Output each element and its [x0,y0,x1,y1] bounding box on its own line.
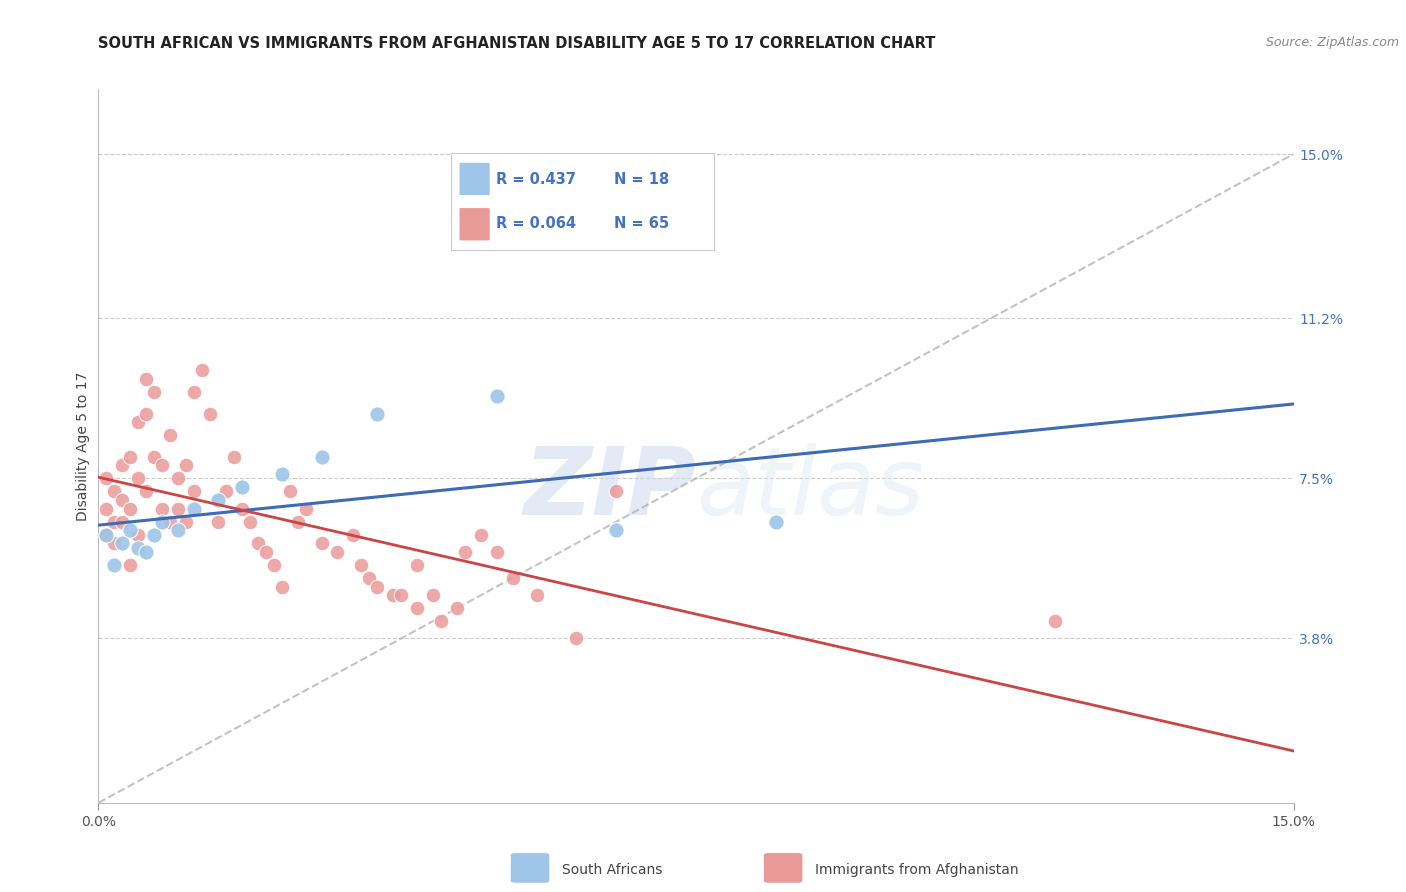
Text: atlas: atlas [696,443,924,534]
Point [198,407,221,421]
Point [526,588,548,602]
Point [143,527,166,541]
Point [183,384,205,399]
Point [111,458,134,473]
Point [127,541,149,555]
Point [263,558,285,572]
Point [502,571,524,585]
Point [135,484,157,499]
Point [311,536,333,550]
Point [96,527,118,541]
Point [143,450,166,464]
Point [96,527,118,541]
Point [350,558,373,572]
Point [454,545,477,559]
Point [174,458,197,473]
Point [366,407,388,421]
Text: Immigrants from Afghanistan: Immigrants from Afghanistan [815,863,1019,877]
Point [167,501,190,516]
Point [103,536,125,550]
Point [120,558,142,572]
Point [382,588,405,602]
Point [270,467,292,482]
FancyBboxPatch shape [458,162,491,196]
Point [239,515,262,529]
Point [150,458,173,473]
Text: R = 0.064: R = 0.064 [496,216,575,231]
Point [246,536,269,550]
Point [167,471,190,485]
Point [183,501,205,516]
Point [270,580,292,594]
Point [159,428,181,442]
Point [406,601,429,615]
Point [103,515,125,529]
Point [565,632,588,646]
Point [120,524,142,538]
Point [120,501,142,516]
Point [111,536,134,550]
Point [765,515,787,529]
Point [143,384,166,399]
Point [215,484,238,499]
Point [167,524,190,538]
Point [135,545,157,559]
Point [605,484,627,499]
Point [406,558,429,572]
Point [127,415,149,429]
Point [135,407,157,421]
Point [366,580,388,594]
Point [150,501,173,516]
Point [359,571,381,585]
Text: SOUTH AFRICAN VS IMMIGRANTS FROM AFGHANISTAN DISABILITY AGE 5 TO 17 CORRELATION : SOUTH AFRICAN VS IMMIGRANTS FROM AFGHANI… [98,36,936,51]
Point [605,524,627,538]
Point [389,588,412,602]
Point [96,471,118,485]
Point [430,614,453,628]
Point [1043,614,1066,628]
Point [120,450,142,464]
Point [96,501,118,516]
Point [422,588,444,602]
Point [159,515,181,529]
Point [446,601,468,615]
Text: N = 18: N = 18 [614,172,669,187]
Point [254,545,277,559]
Text: South Africans: South Africans [562,863,662,877]
Point [326,545,349,559]
Point [294,501,316,516]
Point [231,501,253,516]
Point [127,527,149,541]
Point [207,493,229,508]
Point [111,493,134,508]
Point [485,389,508,403]
Point [342,527,364,541]
Point [135,372,157,386]
Point [470,527,492,541]
Point [311,450,333,464]
Point [103,558,125,572]
Point [222,450,245,464]
Point [127,471,149,485]
Text: ZIP: ZIP [523,442,696,535]
Point [191,363,214,377]
Point [485,545,508,559]
Point [111,515,134,529]
Text: Source: ZipAtlas.com: Source: ZipAtlas.com [1265,36,1399,49]
Point [278,484,301,499]
Point [103,484,125,499]
Y-axis label: Disability Age 5 to 17: Disability Age 5 to 17 [76,371,90,521]
Point [183,484,205,499]
Point [150,515,173,529]
Text: R = 0.437: R = 0.437 [496,172,575,187]
Point [231,480,253,494]
Point [207,515,229,529]
Text: N = 65: N = 65 [614,216,669,231]
Point [174,515,197,529]
FancyBboxPatch shape [458,207,491,241]
Point [287,515,309,529]
